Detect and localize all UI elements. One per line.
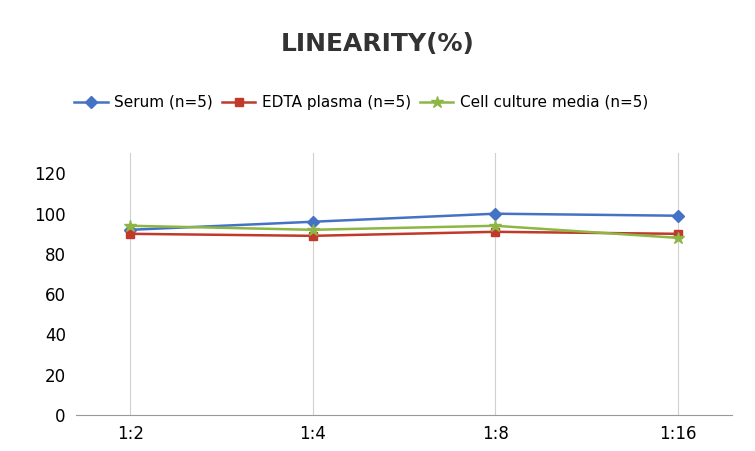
Serum (n=5) (491, 211, 500, 216)
Cell culture media (n=5) (491, 223, 500, 229)
Cell culture media (n=5) (125, 223, 135, 229)
Serum (n=5) (308, 219, 317, 225)
Cell culture media (n=5) (673, 235, 683, 240)
Legend: Serum (n=5), EDTA plasma (n=5), Cell culture media (n=5): Serum (n=5), EDTA plasma (n=5), Cell cul… (68, 89, 654, 116)
EDTA plasma (n=5) (491, 229, 500, 235)
Line: Serum (n=5): Serum (n=5) (126, 210, 682, 234)
EDTA plasma (n=5) (308, 233, 317, 239)
EDTA plasma (n=5) (673, 231, 683, 236)
Line: Cell culture media (n=5): Cell culture media (n=5) (124, 220, 684, 244)
EDTA plasma (n=5) (125, 231, 135, 236)
Text: LINEARITY(%): LINEARITY(%) (281, 32, 474, 55)
Cell culture media (n=5) (308, 227, 317, 233)
Serum (n=5) (673, 213, 683, 218)
Line: EDTA plasma (n=5): EDTA plasma (n=5) (126, 228, 682, 240)
Serum (n=5) (125, 227, 135, 233)
